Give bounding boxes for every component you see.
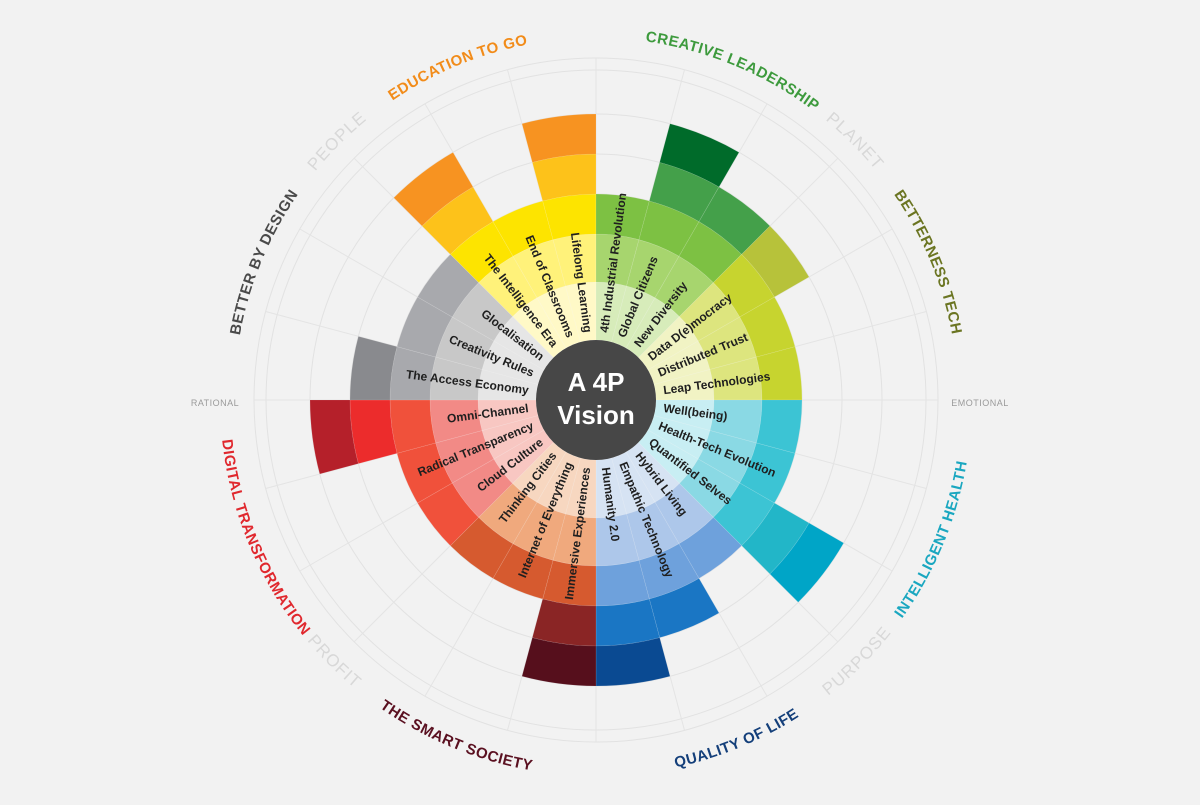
sector-label: BETTERNESS TECH bbox=[890, 187, 964, 336]
sector-segment bbox=[595, 193, 650, 241]
sector-segment bbox=[755, 399, 803, 454]
sector-segment bbox=[478, 483, 538, 545]
sector-segment bbox=[349, 399, 398, 465]
sector-segment bbox=[417, 482, 480, 547]
sector-label: DIGITAL TRANSFORMATION bbox=[218, 438, 314, 638]
center-title-line2: Vision bbox=[557, 400, 635, 430]
sector-segment bbox=[512, 239, 566, 299]
sector-segment bbox=[449, 221, 514, 284]
sector-segment bbox=[521, 637, 597, 687]
sector-segment bbox=[309, 399, 359, 475]
sector-label: THE SMART SOCIETY bbox=[377, 697, 534, 775]
sector-label: EDUCATION TO GO bbox=[385, 32, 529, 104]
sector-segment bbox=[648, 577, 720, 638]
center-circle bbox=[536, 340, 656, 460]
sector-segment bbox=[697, 316, 757, 370]
sector-segment bbox=[417, 253, 480, 318]
sector-segment bbox=[626, 501, 680, 561]
sector-label: QUALITY OF LIFE bbox=[673, 705, 802, 771]
sector-segment bbox=[654, 483, 714, 545]
sector-segment bbox=[769, 522, 845, 603]
sector-segment bbox=[435, 430, 495, 484]
axis-label-emotional: EMOTIONAL bbox=[951, 398, 1009, 408]
sector-segment bbox=[449, 516, 514, 579]
sector-segment bbox=[531, 598, 597, 647]
sector-segment bbox=[679, 282, 741, 342]
axis-label-rational: RATIONAL bbox=[191, 398, 239, 408]
sector-segment bbox=[421, 186, 494, 255]
sector-segment bbox=[349, 335, 398, 401]
sector-segment bbox=[451, 458, 513, 518]
center-title-line1: A 4P bbox=[568, 367, 625, 397]
sector-segment bbox=[678, 516, 743, 579]
sector-segment bbox=[393, 151, 474, 227]
sector-segment bbox=[478, 255, 538, 317]
sector-label: BETTER BY DESIGN bbox=[227, 186, 302, 336]
sector-segment bbox=[451, 282, 513, 342]
sector-segment bbox=[595, 598, 661, 647]
sector-segment bbox=[389, 346, 437, 401]
sector-segment bbox=[531, 153, 597, 202]
sector-segment bbox=[542, 559, 597, 607]
sector-label: CREATIVE LEADERSHIP bbox=[645, 28, 823, 114]
sector-segment bbox=[521, 113, 597, 163]
wheel-slices bbox=[309, 113, 845, 687]
sector-segment bbox=[659, 123, 740, 188]
center-badge: A 4P Vision bbox=[536, 340, 656, 460]
sector-label: INTELLIGENT HEALTH bbox=[891, 459, 971, 621]
